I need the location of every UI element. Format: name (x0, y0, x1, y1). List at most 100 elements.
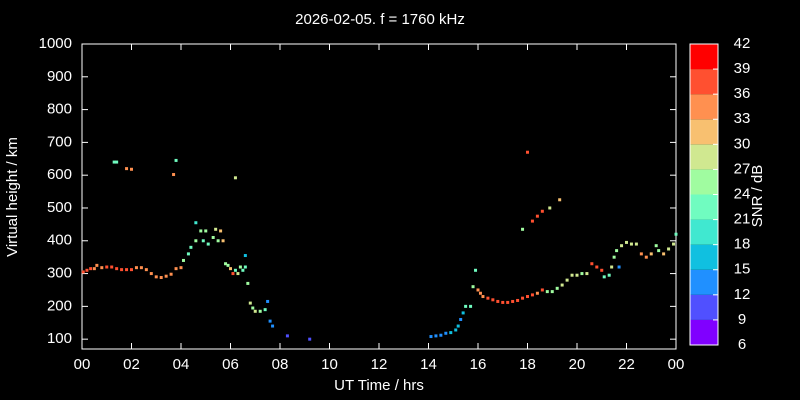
point (486, 296, 490, 300)
point (481, 295, 485, 299)
colorbar-tick-label: 39 (734, 60, 751, 77)
y-tick-label: 200 (47, 297, 72, 314)
point (186, 252, 190, 256)
point (672, 242, 676, 246)
y-tick-label: 800 (47, 101, 72, 118)
point (85, 268, 89, 272)
point (201, 239, 205, 243)
point (100, 266, 104, 270)
point (615, 249, 619, 253)
point (585, 272, 589, 276)
point (501, 300, 505, 304)
x-tick-label: 02 (123, 356, 140, 373)
point (204, 229, 208, 233)
point (219, 229, 223, 233)
point (617, 265, 621, 269)
color-band (690, 194, 718, 220)
point (461, 311, 465, 315)
point (226, 263, 230, 267)
point (159, 276, 163, 280)
point (92, 267, 96, 271)
colorbar-tick-label: 9 (738, 311, 746, 328)
point (105, 265, 109, 269)
point (139, 266, 143, 270)
point (308, 337, 312, 341)
point (271, 324, 275, 328)
point (620, 244, 624, 248)
point (125, 167, 129, 171)
point (224, 262, 228, 266)
y-tick-label: 600 (47, 166, 72, 183)
point (258, 309, 262, 313)
point (530, 219, 534, 223)
x-tick-label: 04 (173, 356, 190, 373)
point (229, 267, 232, 271)
point (268, 319, 272, 323)
y-tick-label: 500 (47, 199, 72, 216)
point (612, 255, 616, 259)
point (639, 252, 643, 256)
point (600, 268, 604, 272)
point (115, 267, 119, 271)
y-tick-label: 1000 (39, 35, 72, 52)
point (654, 244, 658, 248)
x-tick-label: 16 (470, 356, 487, 373)
x-tick-label: 12 (371, 356, 388, 373)
color-band (690, 119, 718, 145)
point (130, 167, 133, 171)
point (540, 288, 544, 292)
point (580, 272, 584, 276)
point (214, 227, 218, 231)
point (474, 268, 478, 272)
point (526, 295, 529, 299)
point (471, 285, 475, 289)
point (266, 299, 270, 303)
x-tick-label: 00 (668, 356, 685, 373)
y-tick-label: 100 (47, 330, 72, 347)
colorbar-tick-label: 30 (734, 135, 751, 152)
point (429, 335, 433, 339)
colorbar-tick-label: 18 (734, 236, 751, 253)
point (634, 242, 638, 246)
colorbar-tick-label: 33 (734, 110, 751, 127)
colorbar-tick-label: 12 (734, 286, 751, 303)
chart-title: 2026-02-05. f = 1760 kHz (295, 11, 465, 28)
point (449, 331, 453, 335)
y-tick-label: 900 (47, 68, 72, 85)
point (560, 283, 564, 287)
point (263, 308, 267, 312)
point (246, 281, 250, 285)
color-band (690, 219, 718, 245)
point (238, 265, 242, 269)
point (95, 263, 99, 267)
point (206, 242, 210, 246)
x-tick-label: 10 (321, 356, 338, 373)
color-band (690, 244, 718, 270)
point (478, 291, 482, 295)
point (199, 229, 203, 233)
point (667, 247, 671, 251)
point (194, 239, 198, 243)
color-band (690, 94, 718, 120)
x-tick-label: 18 (519, 356, 536, 373)
point (253, 309, 257, 313)
point (89, 267, 93, 271)
y-tick-label: 400 (47, 232, 72, 249)
point (535, 214, 539, 218)
point (644, 255, 648, 259)
point (233, 176, 237, 180)
point (439, 333, 443, 337)
point (521, 296, 525, 300)
point (530, 293, 534, 297)
point (236, 272, 240, 276)
point (545, 290, 549, 294)
point (434, 334, 438, 338)
point (491, 298, 495, 302)
point (595, 265, 599, 269)
point (189, 245, 193, 249)
point (149, 272, 153, 276)
color-band (690, 319, 718, 345)
point (285, 334, 289, 338)
plot-frame (81, 43, 677, 350)
point (221, 239, 225, 243)
